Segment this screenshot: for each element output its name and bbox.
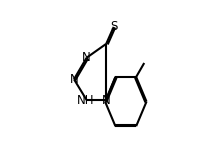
Text: N: N <box>102 94 111 107</box>
Text: S: S <box>110 20 117 33</box>
Text: N: N <box>70 73 78 86</box>
Text: NH: NH <box>77 94 95 107</box>
Text: N: N <box>82 51 91 64</box>
